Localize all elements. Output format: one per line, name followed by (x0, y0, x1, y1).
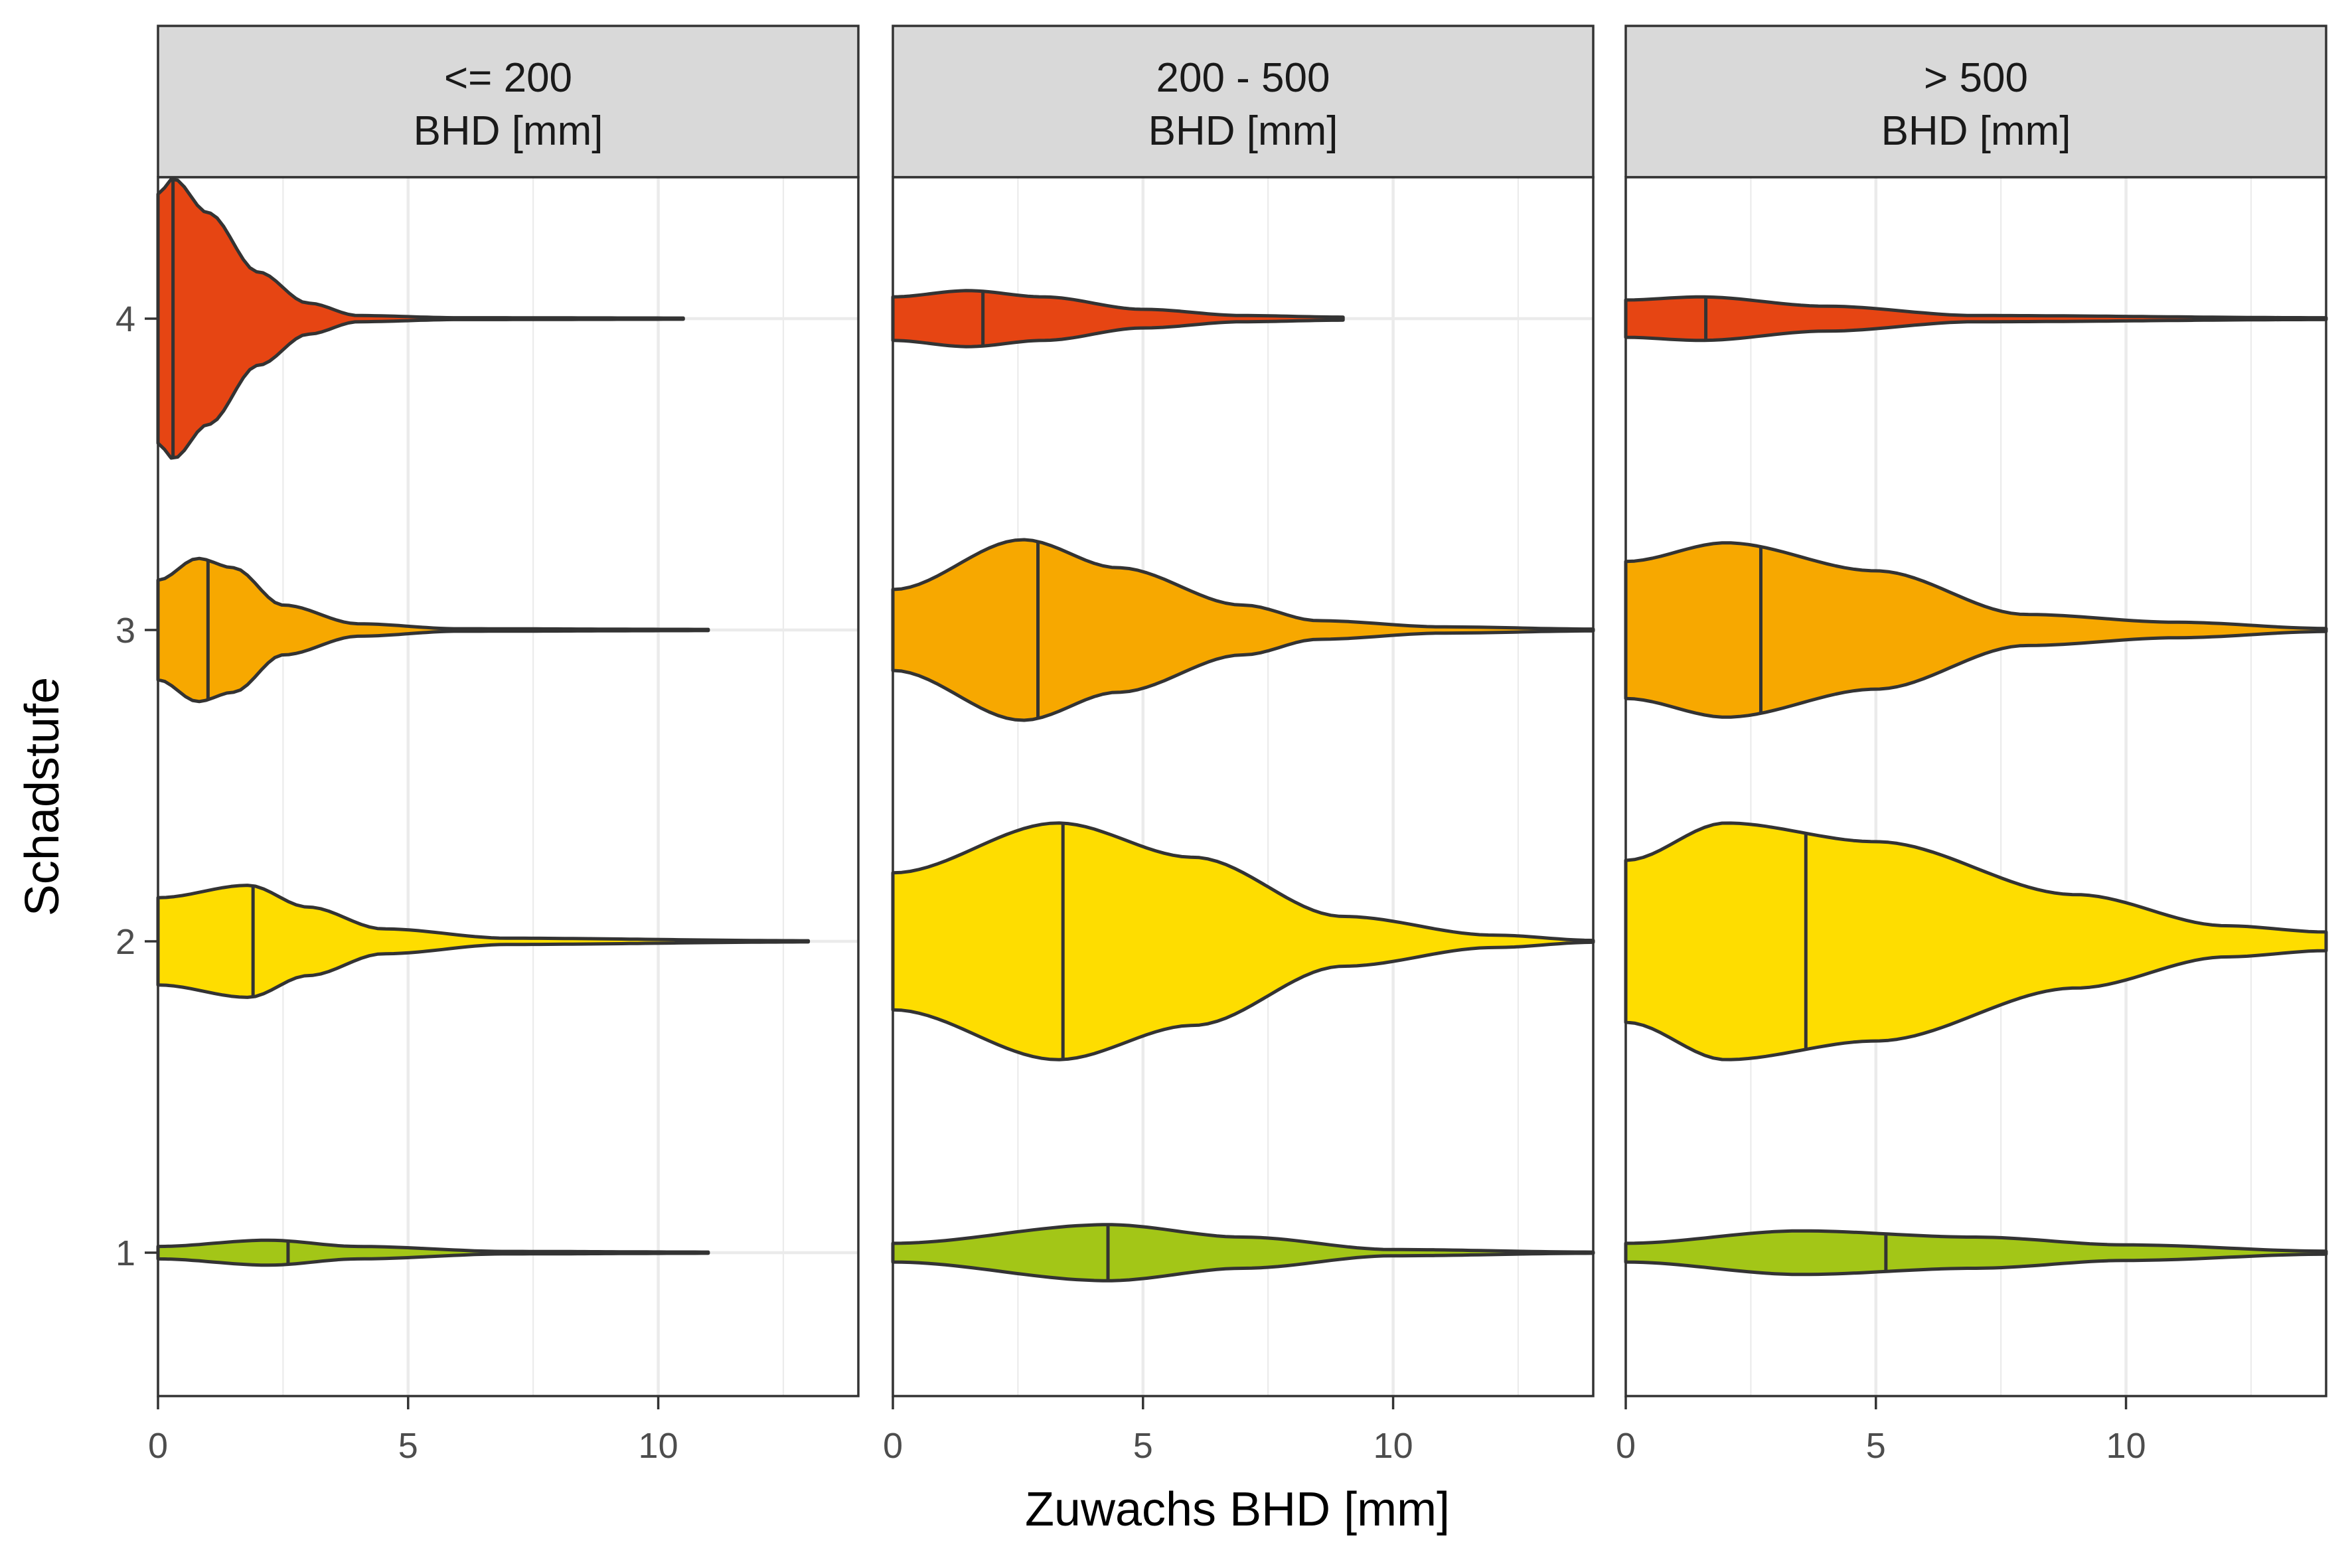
panel-border (892, 176, 1595, 1397)
facet-panel: <= 200 BHD [mm] 0 5 10 1 2 3 4 (116, 25, 860, 1466)
y-axis-title: Schadstufe (16, 677, 69, 916)
facet-panel: 200 - 500 BHD [mm] 0 5 10 (883, 25, 1595, 1466)
facet-strip-label: <= 200 (444, 55, 572, 101)
panel-border (157, 176, 860, 1397)
x-tick-label: 5 (398, 1426, 418, 1466)
violin-schadstufe-4 (891, 289, 1345, 349)
x-tick-label: 0 (883, 1426, 903, 1466)
facet-strip (1624, 25, 2327, 179)
facet-strip (892, 25, 1595, 179)
panel-background (893, 177, 1593, 1396)
panel-border (1624, 176, 2327, 1397)
panel-background (158, 177, 858, 1396)
y-tick-label: 1 (116, 1233, 135, 1273)
facet-strip-label: 200 - 500 (1156, 55, 1330, 101)
x-tick-label: 5 (1866, 1426, 1886, 1466)
x-axis-title: Zuwachs BHD [mm] (1025, 1483, 1450, 1536)
x-tick-label: 10 (1373, 1426, 1413, 1466)
y-tick-label: 2 (116, 922, 135, 962)
panel-background (1626, 177, 2326, 1396)
facet-panel: > 500 BHD [mm] 0 5 10 (1616, 25, 2328, 1466)
facet-panels: <= 200 BHD [mm] 0 5 10 1 2 3 4 200 - 500 BHD [mm] 0… (116, 25, 2328, 1466)
x-tick-label: 5 (1133, 1426, 1153, 1466)
facet-strip-label: > 500 (1924, 55, 2028, 101)
x-tick-label: 0 (1616, 1426, 1636, 1466)
x-tick-label: 10 (2106, 1426, 2146, 1466)
violin-schadstufe-2 (156, 884, 811, 999)
x-tick-label: 0 (148, 1426, 168, 1466)
y-tick-label: 3 (116, 611, 135, 651)
violin-schadstufe-4 (156, 177, 685, 460)
facet-strip-label: BHD [mm] (1881, 108, 2071, 154)
facet-strip (157, 25, 860, 179)
x-tick-label: 10 (639, 1426, 678, 1466)
violin-schadstufe-3 (156, 556, 710, 704)
y-tick-label: 4 (116, 299, 135, 339)
facet-strip-label: BHD [mm] (414, 108, 603, 154)
violin-schadstufe-1 (156, 1238, 710, 1267)
facet-strip-label: BHD [mm] (1148, 108, 1338, 154)
